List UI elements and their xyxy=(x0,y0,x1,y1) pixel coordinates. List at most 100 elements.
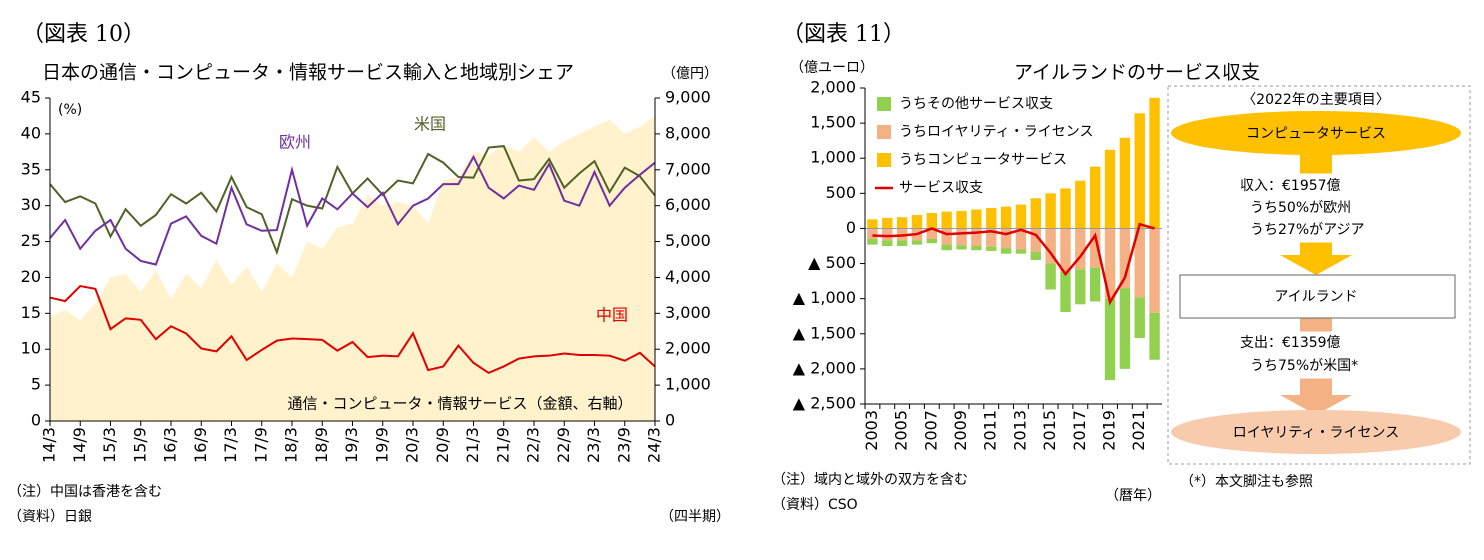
x-tick-label: 15/9 xyxy=(130,427,149,463)
bar xyxy=(1030,228,1041,252)
x-tick-label: 22/3 xyxy=(524,427,543,463)
x-tick-label: 2003 xyxy=(862,410,881,451)
bar xyxy=(1134,297,1145,338)
x-tick-label: 14/3 xyxy=(40,427,59,463)
x-tick-label: 2019 xyxy=(1100,410,1119,451)
note: （資料）CSO xyxy=(772,497,858,513)
bar xyxy=(941,244,952,251)
bar xyxy=(882,240,893,246)
line xyxy=(872,222,1155,306)
legend-label: サービス収支 xyxy=(899,180,983,196)
bar xyxy=(971,209,982,229)
y2-tick-label: 4,000 xyxy=(665,267,711,286)
series-label: 欧州 xyxy=(279,133,311,152)
bar xyxy=(1149,228,1160,313)
bar xyxy=(896,240,908,246)
bar xyxy=(1060,228,1071,272)
x-tick-label: 22/9 xyxy=(554,427,573,463)
expense-box xyxy=(1235,331,1397,379)
x-tick-label: 17/9 xyxy=(251,427,270,463)
y-tick-label: 30 xyxy=(21,195,41,214)
bar xyxy=(867,228,878,239)
y2-tick-label: 0 xyxy=(665,411,675,430)
bar xyxy=(1104,149,1116,229)
figure-label: （図表 10） xyxy=(22,22,145,47)
x-tick-label: 2015 xyxy=(1040,410,1059,451)
bar xyxy=(941,211,952,229)
income-text: 収入：€1957億 xyxy=(1240,178,1341,194)
bar xyxy=(986,208,997,229)
x-tick-label: 18/3 xyxy=(282,427,301,463)
y-unit: （億ユーロ） xyxy=(790,60,874,76)
y-tick-label: 40 xyxy=(21,123,41,142)
x-tick-label: 21/9 xyxy=(493,427,512,463)
bar xyxy=(911,240,923,245)
bar xyxy=(1060,188,1071,229)
line xyxy=(49,154,656,266)
bar xyxy=(1075,228,1086,270)
bar xyxy=(1089,267,1101,302)
y2-tick-label: 2,000 xyxy=(665,339,711,358)
series-label: 米国 xyxy=(414,115,446,134)
bar xyxy=(1119,288,1131,369)
bar xyxy=(1134,228,1145,298)
bar xyxy=(1104,298,1116,381)
diagram: 〈2022年の主要項目〉 コンピュータサービス 収入：€1957億 うち50%が… xyxy=(1167,85,1471,465)
area xyxy=(50,115,655,421)
y-tick-label: 0 xyxy=(846,218,856,237)
footnote: （*）本文脚注も参照 xyxy=(1180,473,1313,490)
income-box xyxy=(1235,173,1397,243)
bar xyxy=(1075,180,1086,229)
y2-tick-label: 6,000 xyxy=(665,195,711,214)
chart-title: 日本の通信・コンピュータ・情報サービス輸入と地域別シェア xyxy=(42,62,574,84)
x-tick-label: 2011 xyxy=(981,410,1000,451)
node-label: コンピュータサービス xyxy=(1246,126,1386,142)
bar xyxy=(1000,206,1012,229)
bar xyxy=(1104,228,1116,299)
x-tick-label: 2007 xyxy=(921,410,940,451)
series-label: 中国 xyxy=(596,306,628,325)
x-tick-label: 23/9 xyxy=(614,427,633,463)
expense-text: 支出：€1359億 xyxy=(1240,335,1341,351)
bar xyxy=(911,215,923,229)
income-text: うち27%がアジア xyxy=(1250,222,1365,238)
y-tick-label: ▲ 2,000 xyxy=(793,358,856,377)
bar xyxy=(867,219,878,229)
x-tick-label: 20/3 xyxy=(403,427,422,463)
y2-tick-label: 7,000 xyxy=(665,159,711,178)
x-tick-label: 15/3 xyxy=(100,427,119,463)
bar xyxy=(882,228,893,241)
bar xyxy=(986,228,997,247)
legend-swatch xyxy=(877,125,891,139)
bar xyxy=(1075,269,1086,305)
y-tick-label: 2,000 xyxy=(810,78,856,97)
y-tick-label: 10 xyxy=(21,339,41,358)
x-tick-label: 20/9 xyxy=(433,427,452,463)
diagram-title: 〈2022年の主要項目〉 xyxy=(1242,92,1390,108)
y-tick-label: ▲ 1,000 xyxy=(793,288,856,307)
bar xyxy=(1119,228,1131,289)
y-tick-label: 1,500 xyxy=(810,113,856,132)
x-tick-label: 17/3 xyxy=(221,427,240,463)
bar xyxy=(1045,228,1056,264)
chart-title: アイルランドのサービス収支 xyxy=(1014,62,1260,84)
y-tick-label: 25 xyxy=(21,231,41,250)
y-tick-label: ▲ 500 xyxy=(808,253,856,272)
bar xyxy=(1015,204,1027,229)
bar xyxy=(926,212,938,229)
bar xyxy=(956,210,967,229)
bar xyxy=(971,228,982,246)
note: （資料）日銀 xyxy=(8,509,92,525)
bar xyxy=(1015,228,1027,250)
x-tick-label: 19/9 xyxy=(372,427,391,463)
bar xyxy=(1045,193,1056,229)
legend-label: うちロイヤリティ・ライセンス xyxy=(899,124,1093,140)
bar xyxy=(926,238,938,244)
y-tick-label: 35 xyxy=(21,159,41,178)
x-label: （暦年） xyxy=(1105,488,1161,504)
x-label: （四半期） xyxy=(660,509,730,525)
bar xyxy=(1149,312,1160,360)
y2-tick-label: 5,000 xyxy=(665,231,711,250)
x-tick-label: 14/9 xyxy=(70,427,89,463)
